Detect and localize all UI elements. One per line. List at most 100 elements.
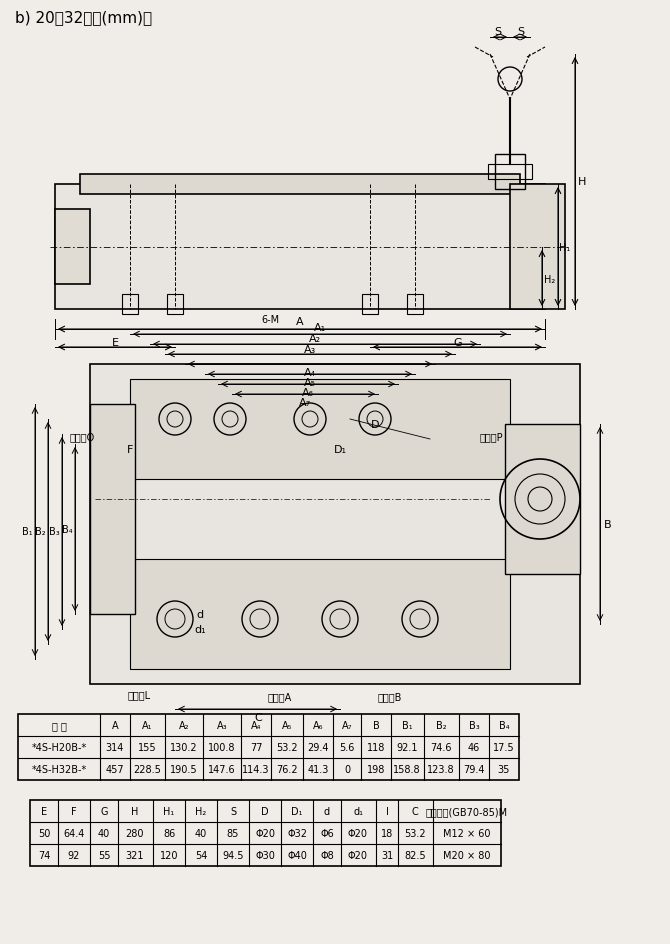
Text: 314: 314 [106, 742, 124, 752]
Text: B₃: B₃ [468, 720, 479, 731]
Text: S: S [230, 806, 236, 817]
Text: A₇: A₇ [342, 720, 352, 731]
Text: 40: 40 [195, 828, 207, 838]
Text: 76.2: 76.2 [276, 765, 297, 774]
Text: 92: 92 [68, 851, 80, 860]
Text: 85: 85 [227, 828, 239, 838]
Text: B₂: B₂ [436, 720, 446, 731]
Text: F: F [127, 445, 133, 454]
Bar [90, 364, 580, 684]
Text: 64.4: 64.4 [63, 828, 84, 838]
Text: 18: 18 [381, 828, 393, 838]
Text: 79.4: 79.4 [463, 765, 485, 774]
Text: 出油口O: 出油口O [70, 431, 95, 442]
Text: B₄: B₄ [62, 525, 72, 534]
Text: B₁: B₁ [21, 527, 32, 536]
Text: 41.3: 41.3 [308, 765, 329, 774]
Text: 82.5: 82.5 [404, 851, 426, 860]
Text: 29.4: 29.4 [308, 742, 329, 752]
Text: 灌油口L: 灌油口L [128, 689, 151, 700]
Text: 120: 120 [159, 851, 178, 860]
Text: *4S-H32B-*: *4S-H32B-* [31, 765, 86, 774]
Bar [167, 295, 183, 314]
Text: A: A [112, 720, 119, 731]
Text: 53.2: 53.2 [404, 828, 426, 838]
Text: 321: 321 [126, 851, 144, 860]
Text: F: F [71, 806, 77, 817]
Text: 100.8: 100.8 [208, 742, 236, 752]
Bar [80, 175, 520, 194]
Text: H₂: H₂ [544, 275, 555, 285]
Text: A₅: A₅ [282, 720, 292, 731]
Text: 155: 155 [138, 742, 156, 752]
Text: *4S-H20B-*: *4S-H20B-* [31, 742, 86, 752]
Text: A₃: A₃ [216, 720, 227, 731]
Text: 86: 86 [163, 828, 175, 838]
Text: 147.6: 147.6 [208, 765, 236, 774]
Bar [55, 210, 90, 285]
Text: I: I [385, 806, 389, 817]
Text: Φ6: Φ6 [320, 828, 334, 838]
Text: A₇: A₇ [299, 397, 311, 408]
Text: B₂: B₂ [35, 527, 46, 536]
Bar [18, 715, 519, 780]
Text: 55: 55 [98, 851, 111, 860]
Text: 130.2: 130.2 [170, 742, 198, 752]
Text: A₃: A₃ [304, 345, 316, 355]
Text: Φ20: Φ20 [255, 828, 275, 838]
Bar [122, 295, 138, 314]
Text: D₁: D₁ [334, 445, 346, 454]
Text: D: D [371, 419, 379, 430]
Text: Φ30: Φ30 [255, 851, 275, 860]
Text: Φ8: Φ8 [320, 851, 334, 860]
Text: 工作口A: 工作口A [268, 691, 292, 701]
Text: 进油口P: 进油口P [480, 431, 504, 442]
Text: 228.5: 228.5 [133, 765, 161, 774]
Text: A: A [296, 316, 304, 327]
Text: C: C [411, 806, 418, 817]
Text: 118: 118 [366, 742, 385, 752]
Text: 0: 0 [344, 765, 350, 774]
Text: 457: 457 [106, 765, 125, 774]
Text: Φ20: Φ20 [348, 851, 368, 860]
Text: B₄: B₄ [498, 720, 509, 731]
Text: 158.8: 158.8 [393, 765, 421, 774]
Text: E: E [111, 338, 119, 347]
Text: A₂: A₂ [179, 720, 189, 731]
Bar [510, 185, 565, 310]
Bar [130, 379, 510, 480]
Text: A₄: A₄ [251, 720, 261, 731]
Text: 安装螺栓(GB70-85)M: 安装螺栓(GB70-85)M [426, 806, 508, 817]
Text: S: S [517, 27, 525, 37]
Text: B₁: B₁ [402, 720, 412, 731]
Text: H₂: H₂ [196, 806, 206, 817]
Text: 型 号: 型 号 [52, 720, 66, 731]
Text: B: B [373, 720, 379, 731]
Text: 123.8: 123.8 [427, 765, 455, 774]
Text: 74: 74 [38, 851, 50, 860]
Text: A₆: A₆ [313, 720, 323, 731]
Text: D₁: D₁ [291, 806, 303, 817]
Text: 46: 46 [468, 742, 480, 752]
Text: A₅: A₅ [304, 378, 316, 388]
Text: 53.2: 53.2 [276, 742, 297, 752]
Text: 40: 40 [98, 828, 110, 838]
Text: 280: 280 [126, 828, 144, 838]
Text: S: S [494, 27, 502, 37]
Text: A₁: A₁ [142, 720, 152, 731]
Bar [407, 295, 423, 314]
Bar [30, 801, 501, 866]
Text: 54: 54 [195, 851, 207, 860]
Text: 31: 31 [381, 851, 393, 860]
Text: Φ32: Φ32 [287, 828, 307, 838]
Text: d: d [196, 610, 204, 619]
Text: M20 × 80: M20 × 80 [444, 851, 490, 860]
Text: G: G [100, 806, 108, 817]
Bar [488, 165, 532, 179]
Text: E: E [41, 806, 47, 817]
Text: 50: 50 [38, 828, 50, 838]
Text: 5.6: 5.6 [339, 742, 354, 752]
Text: H₁: H₁ [559, 243, 571, 253]
Text: d₁: d₁ [353, 806, 363, 817]
Text: 6-M: 6-M [261, 314, 279, 325]
